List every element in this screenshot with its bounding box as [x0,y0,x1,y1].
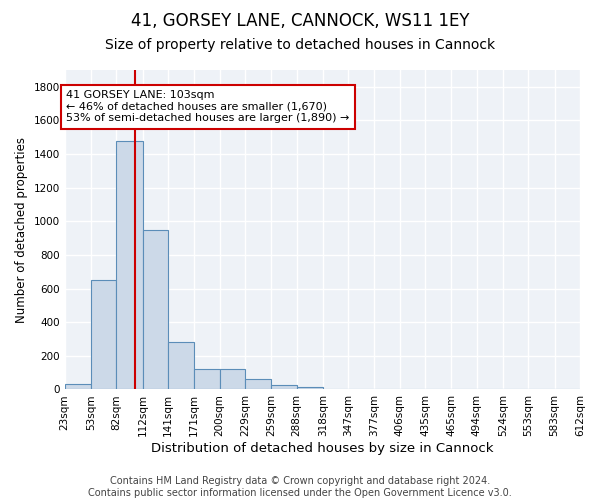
Text: 41, GORSEY LANE, CANNOCK, WS11 1EY: 41, GORSEY LANE, CANNOCK, WS11 1EY [131,12,469,30]
Bar [65,384,91,390]
Bar [116,140,143,390]
Bar [91,280,116,390]
Bar [348,388,374,390]
Text: Contains HM Land Registry data © Crown copyright and database right 2024.
Contai: Contains HM Land Registry data © Crown c… [88,476,512,498]
Bar [323,388,348,390]
Text: 41 GORSEY LANE: 103sqm
← 46% of detached houses are smaller (1,670)
53% of semi-: 41 GORSEY LANE: 103sqm ← 46% of detached… [67,90,350,124]
Text: Size of property relative to detached houses in Cannock: Size of property relative to detached ho… [105,38,495,52]
Bar [271,386,296,390]
Bar [220,370,245,390]
Bar [168,342,194,390]
X-axis label: Distribution of detached houses by size in Cannock: Distribution of detached houses by size … [151,442,494,455]
Bar [143,230,168,390]
Bar [245,380,271,390]
Bar [194,370,220,390]
Y-axis label: Number of detached properties: Number of detached properties [15,136,28,322]
Bar [296,387,323,390]
